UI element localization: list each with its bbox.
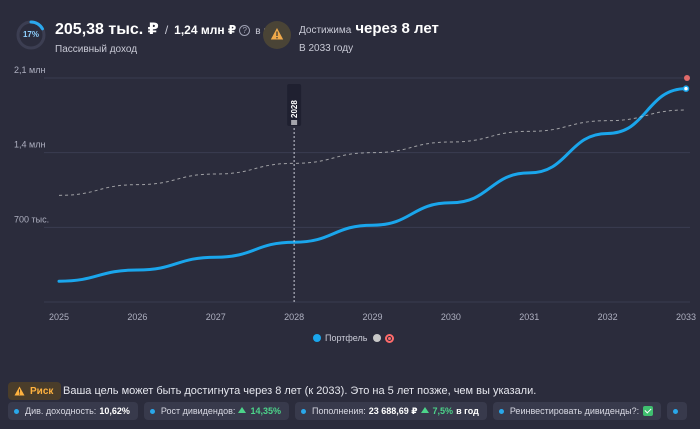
income-separator: /	[164, 23, 169, 37]
chip-dividend-yield[interactable]: Див. доходность: 10,62%	[8, 402, 138, 420]
chip-bullet	[498, 408, 504, 414]
chip-growth-value: 14,35%	[250, 406, 281, 416]
reach-value: через 8 лет	[355, 20, 439, 37]
x-tick-label: 2030	[441, 312, 461, 322]
chart-legend: Портфель	[313, 333, 400, 343]
marker-label: 2028	[290, 100, 299, 118]
chip-yield-value: 10,62%	[99, 406, 130, 416]
risk-badge-label: Риск	[30, 385, 54, 397]
parameter-chips: Див. доходность: 10,62% Рост дивидендов:…	[8, 402, 688, 420]
marker-label-bg	[287, 84, 302, 126]
passive-income-block: 205,38 тыс. ₽ / 1,24 млн ₽ ? в год Пасси…	[55, 19, 278, 55]
risk-message: Ваша цель может быть достигнута через 8 …	[63, 385, 537, 397]
reach-label: Достижима	[299, 25, 352, 36]
legend-item-portfolio[interactable]: Портфель	[313, 333, 367, 343]
target-series-line	[58, 109, 687, 196]
chip-topup-period: в год	[456, 406, 479, 416]
chip-more[interactable]	[667, 402, 688, 420]
x-tick-label: 2027	[206, 312, 226, 322]
legend-item-target[interactable]	[373, 333, 395, 343]
chip-bullet	[14, 408, 19, 414]
y-tick-label: 700 тыс.	[14, 214, 49, 224]
chip-bullet	[149, 408, 155, 414]
x-tick-label: 2025	[49, 312, 69, 322]
target-flag-icon	[684, 75, 690, 81]
arrow-up-icon	[238, 407, 247, 413]
chip-topup-label: Пополнения:	[311, 406, 366, 416]
income-target: 1,24 млн ₽	[174, 23, 237, 37]
x-tick-label: 2032	[598, 312, 618, 322]
chip-dividend-growth[interactable]: Рост дивидендов: 14,35%	[143, 402, 289, 420]
end-point	[682, 85, 690, 92]
x-tick-label: 2033	[676, 312, 696, 322]
arrow-up-icon	[420, 407, 429, 413]
x-tick-label: 2031	[519, 312, 539, 322]
target-icon	[385, 333, 395, 343]
reach-block: Достижима через 8 лет В 2033 году	[299, 20, 439, 54]
chip-topup-value: 23 688,69 ₽	[368, 405, 418, 416]
x-tick-label: 2029	[362, 312, 382, 322]
legend-target-swatch	[373, 334, 382, 342]
y-tick-label: 1,4 млн	[14, 140, 45, 150]
y-tick-label: 2,1 млн	[14, 65, 45, 75]
progress-percent: 17%	[22, 30, 39, 39]
chip-reinvest[interactable]: Реинвестировать дивиденды?:	[492, 402, 662, 420]
reach-year: В 2033 году	[299, 43, 354, 54]
portfolio-series-line	[57, 87, 688, 283]
portfolio-chart[interactable]: 700 тыс. 1,4 млн 2,1 млн 2025 2026 2027 2028 20…	[0, 60, 700, 350]
chip-topup-growth: 7,5%	[432, 406, 454, 416]
x-tick-label: 2026	[127, 312, 147, 322]
x-tick-label: 2028	[284, 312, 304, 322]
chip-topups[interactable]: Пополнения: 23 688,69 ₽ 7,5% в год	[294, 402, 487, 420]
chip-bullet	[300, 408, 306, 414]
legend-portfolio-label: Портфель	[325, 333, 368, 343]
progress-ring: 17%	[15, 19, 47, 51]
chip-yield-label: Див. доходность:	[25, 406, 97, 416]
check-icon[interactable]	[643, 406, 654, 416]
chip-growth-label: Рост дивидендов:	[160, 406, 236, 416]
risk-warning-icon	[14, 386, 25, 396]
chip-reinvest-label: Реинвестировать дивиденды?:	[509, 406, 640, 416]
chip-bullet	[673, 408, 679, 414]
income-value: 205,38 тыс. ₽	[55, 21, 159, 38]
legend-portfolio-swatch	[313, 334, 321, 342]
warning-triangle-icon	[263, 21, 291, 49]
help-icon[interactable]: ?	[239, 25, 251, 36]
risk-badge: Риск	[8, 382, 62, 400]
marker-flag-icon	[291, 120, 298, 125]
income-subtitle: Пассивный доход	[55, 44, 138, 55]
